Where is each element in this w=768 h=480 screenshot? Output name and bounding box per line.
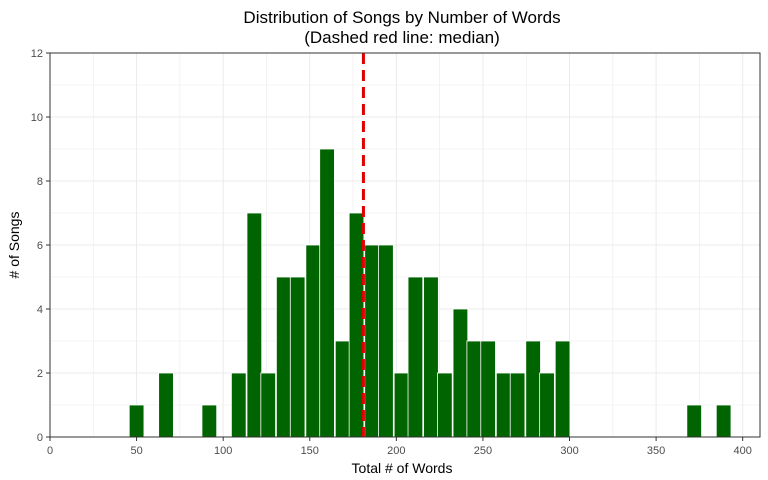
histogram-bar	[393, 372, 410, 438]
histogram-bar	[246, 212, 263, 438]
histogram-bar	[525, 340, 541, 438]
histogram-bar	[480, 340, 496, 438]
y-tick-label: 0	[37, 432, 43, 444]
y-tick-label: 8	[37, 176, 43, 188]
x-tick-label: 100	[214, 445, 232, 457]
histogram-bar	[378, 244, 394, 438]
histogram-bar	[289, 276, 306, 438]
histogram-bar	[158, 372, 174, 438]
histogram-bar	[554, 340, 571, 438]
histogram-bar	[423, 276, 439, 438]
x-axis-title: Total # of Words	[352, 460, 453, 476]
x-tick-label: 150	[301, 445, 319, 457]
x-tick-label: 300	[560, 445, 578, 457]
x-tick-label: 250	[474, 445, 492, 457]
x-tick-label: 50	[130, 445, 142, 457]
chart-title: Distribution of Songs by Number of Words	[243, 8, 560, 27]
histogram-bar	[364, 244, 380, 438]
histogram-bar	[305, 244, 321, 438]
x-tick-label: 0	[47, 445, 53, 457]
x-tick-label: 400	[734, 445, 752, 457]
histogram-bar	[437, 372, 453, 438]
x-tick-label: 200	[387, 445, 405, 457]
histogram-bar	[276, 276, 292, 438]
y-axis-title: # of Songs	[6, 212, 22, 279]
histogram-bar	[509, 372, 526, 438]
bars	[128, 148, 732, 438]
x-tick-label: 350	[647, 445, 665, 457]
histogram-bar	[686, 404, 702, 438]
y-tick-label: 4	[37, 304, 43, 316]
histogram-bar	[201, 404, 218, 438]
axis-ticks: 0 50 100 150 200 250 300 350 400 0 2 4 6 8 10 12	[31, 48, 752, 457]
histogram-bar	[715, 404, 732, 438]
chart-subtitle: (Dashed red line: median)	[304, 28, 500, 47]
histogram-bar	[466, 340, 483, 438]
histogram-bar	[348, 212, 365, 438]
y-tick-label: 12	[31, 48, 43, 60]
histogram-bar	[452, 308, 469, 438]
y-tick-label: 2	[37, 368, 43, 380]
histogram-bar	[260, 372, 276, 438]
histogram-bar	[407, 276, 424, 438]
histogram-bar	[319, 148, 335, 438]
histogram-bar	[334, 340, 351, 438]
y-tick-label: 6	[37, 240, 43, 252]
histogram-bar	[495, 372, 512, 438]
y-tick-label: 10	[31, 112, 43, 124]
histogram-bar	[128, 404, 145, 438]
histogram-bar	[230, 372, 247, 438]
histogram-bar	[539, 372, 555, 438]
